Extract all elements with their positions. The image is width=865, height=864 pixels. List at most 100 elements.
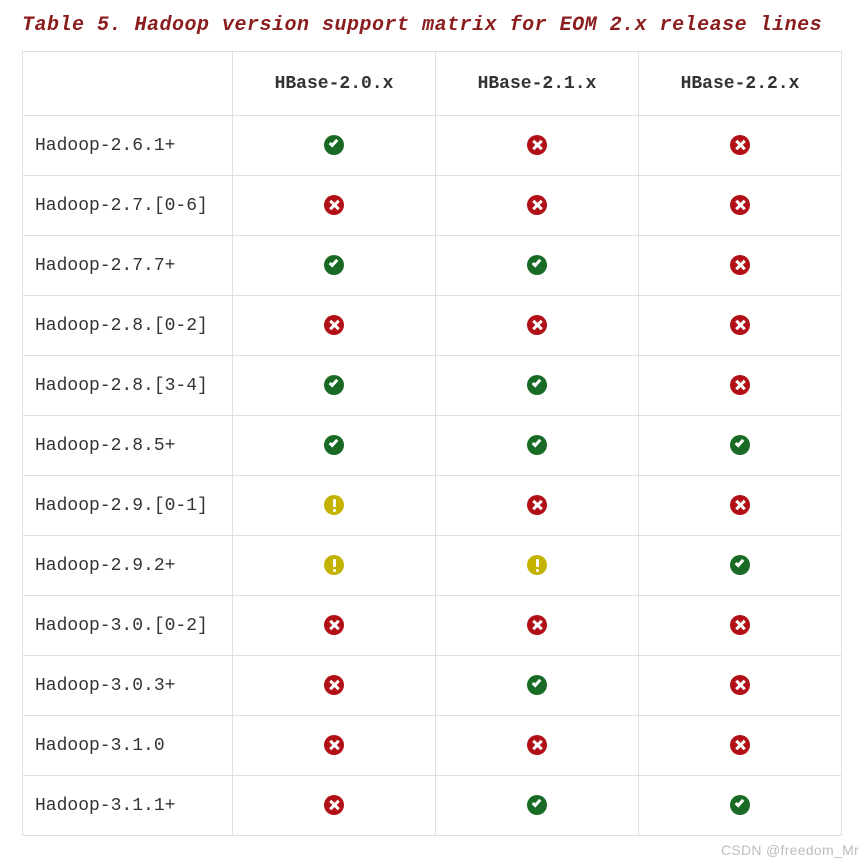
watermark: CSDN @freedom_Mr — [721, 842, 859, 858]
status-cell — [233, 176, 436, 236]
row-label: Hadoop-2.8.[0-2] — [23, 296, 233, 356]
table-body: Hadoop-2.6.1+Hadoop-2.7.[0-6]Hadoop-2.7.… — [23, 116, 842, 836]
status-cell — [233, 656, 436, 716]
row-label: Hadoop-2.9.2+ — [23, 536, 233, 596]
cross-circle-icon — [527, 135, 547, 155]
status-cell — [233, 776, 436, 836]
status-cell — [233, 296, 436, 356]
row-label: Hadoop-2.6.1+ — [23, 116, 233, 176]
check-circle-icon — [527, 795, 547, 815]
row-label: Hadoop-2.8.5+ — [23, 416, 233, 476]
check-circle-icon — [527, 255, 547, 275]
status-cell — [233, 596, 436, 656]
status-cell — [639, 116, 842, 176]
table-row: Hadoop-2.8.[0-2] — [23, 296, 842, 356]
status-cell — [639, 416, 842, 476]
status-cell — [436, 416, 639, 476]
table-header-row: HBase-2.0.x HBase-2.1.x HBase-2.2.x — [23, 52, 842, 116]
cross-circle-icon — [324, 795, 344, 815]
cross-circle-icon — [730, 495, 750, 515]
cross-circle-icon — [730, 135, 750, 155]
status-cell — [639, 536, 842, 596]
cross-circle-icon — [324, 615, 344, 635]
column-header-hb22: HBase-2.2.x — [639, 52, 842, 116]
row-label: Hadoop-3.0.3+ — [23, 656, 233, 716]
check-circle-icon — [324, 375, 344, 395]
status-cell — [436, 776, 639, 836]
row-label: Hadoop-2.8.[3-4] — [23, 356, 233, 416]
status-cell — [436, 176, 639, 236]
warning-circle-icon — [324, 495, 344, 515]
cross-circle-icon — [324, 195, 344, 215]
cross-circle-icon — [324, 675, 344, 695]
cross-circle-icon — [730, 375, 750, 395]
support-matrix-table: HBase-2.0.x HBase-2.1.x HBase-2.2.x Hado… — [22, 51, 842, 836]
row-label: Hadoop-3.1.0 — [23, 716, 233, 776]
status-cell — [436, 296, 639, 356]
cross-circle-icon — [730, 255, 750, 275]
row-label: Hadoop-3.1.1+ — [23, 776, 233, 836]
status-cell — [233, 236, 436, 296]
table-row: Hadoop-2.8.[3-4] — [23, 356, 842, 416]
row-label: Hadoop-2.7.[0-6] — [23, 176, 233, 236]
cross-circle-icon — [324, 315, 344, 335]
cross-circle-icon — [324, 735, 344, 755]
table-row: Hadoop-2.7.7+ — [23, 236, 842, 296]
status-cell — [639, 356, 842, 416]
table-row: Hadoop-2.9.2+ — [23, 536, 842, 596]
status-cell — [639, 236, 842, 296]
status-cell — [233, 116, 436, 176]
status-cell — [233, 356, 436, 416]
table-row: Hadoop-3.0.[0-2] — [23, 596, 842, 656]
status-cell — [639, 296, 842, 356]
status-cell — [436, 356, 639, 416]
cross-circle-icon — [730, 735, 750, 755]
column-header-hb20: HBase-2.0.x — [233, 52, 436, 116]
check-circle-icon — [730, 795, 750, 815]
status-cell — [436, 116, 639, 176]
status-cell — [639, 476, 842, 536]
status-cell — [436, 716, 639, 776]
row-label: Hadoop-2.7.7+ — [23, 236, 233, 296]
page-root: Table 5. Hadoop version support matrix f… — [0, 0, 865, 836]
row-label: Hadoop-2.9.[0-1] — [23, 476, 233, 536]
table-row: Hadoop-3.0.3+ — [23, 656, 842, 716]
status-cell — [639, 176, 842, 236]
table-row: Hadoop-2.9.[0-1] — [23, 476, 842, 536]
column-header-hb21: HBase-2.1.x — [436, 52, 639, 116]
status-cell — [233, 416, 436, 476]
status-cell — [639, 596, 842, 656]
status-cell — [436, 476, 639, 536]
check-circle-icon — [527, 435, 547, 455]
warning-circle-icon — [324, 555, 344, 575]
table-row: Hadoop-3.1.1+ — [23, 776, 842, 836]
status-cell — [233, 716, 436, 776]
status-cell — [639, 776, 842, 836]
check-circle-icon — [324, 255, 344, 275]
status-cell — [436, 236, 639, 296]
status-cell — [436, 536, 639, 596]
cross-circle-icon — [730, 675, 750, 695]
status-cell — [436, 656, 639, 716]
status-cell — [233, 536, 436, 596]
cross-circle-icon — [527, 195, 547, 215]
column-header-blank — [23, 52, 233, 116]
check-circle-icon — [324, 135, 344, 155]
cross-circle-icon — [527, 315, 547, 335]
table-row: Hadoop-2.7.[0-6] — [23, 176, 842, 236]
row-label: Hadoop-3.0.[0-2] — [23, 596, 233, 656]
table-row: Hadoop-2.8.5+ — [23, 416, 842, 476]
status-cell — [436, 596, 639, 656]
cross-circle-icon — [730, 195, 750, 215]
check-circle-icon — [527, 375, 547, 395]
cross-circle-icon — [527, 615, 547, 635]
cross-circle-icon — [730, 315, 750, 335]
status-cell — [639, 656, 842, 716]
check-circle-icon — [730, 555, 750, 575]
status-cell — [233, 476, 436, 536]
table-caption: Table 5. Hadoop version support matrix f… — [22, 14, 843, 37]
warning-circle-icon — [527, 555, 547, 575]
cross-circle-icon — [527, 495, 547, 515]
status-cell — [639, 716, 842, 776]
table-row: Hadoop-3.1.0 — [23, 716, 842, 776]
